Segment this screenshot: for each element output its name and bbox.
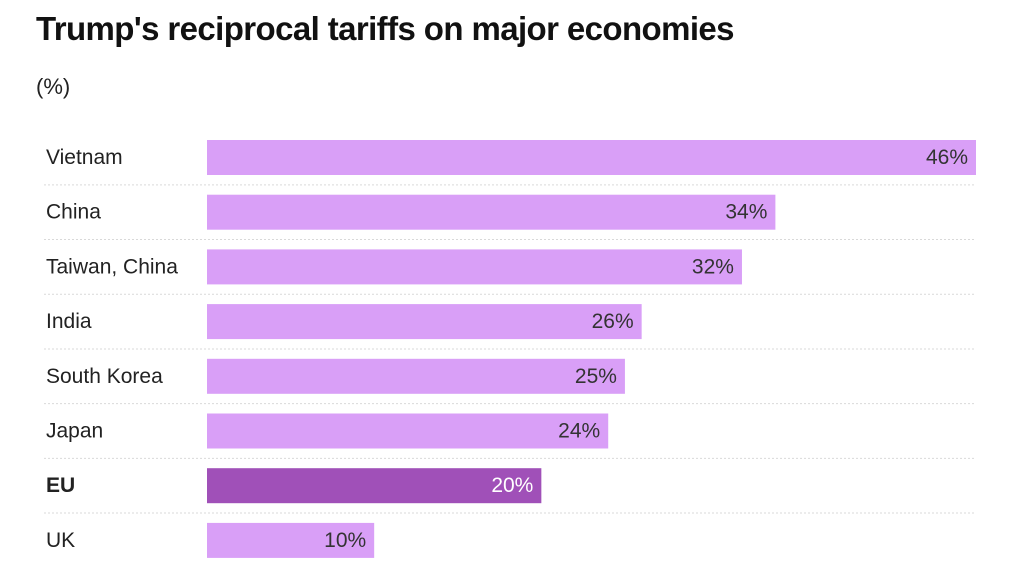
value-label: 34% [725, 201, 767, 224]
chart-title: Trump's reciprocal tariffs on major econ… [36, 10, 734, 47]
category-label: South Korea [46, 365, 163, 388]
category-label: EU [46, 474, 75, 497]
bar [207, 522, 375, 558]
value-label: 10% [324, 529, 366, 552]
bar [207, 194, 776, 230]
category-label: Taiwan, China [46, 255, 178, 278]
category-label: Vietnam [46, 146, 123, 169]
value-label: 46% [926, 146, 968, 169]
category-label: China [46, 201, 101, 224]
value-label: 25% [575, 365, 617, 388]
bar [207, 413, 609, 449]
bar [207, 249, 742, 285]
category-label: UK [46, 529, 75, 552]
bar [207, 140, 976, 175]
value-label: 26% [592, 310, 634, 333]
bar [207, 358, 625, 394]
bar [207, 468, 542, 504]
unit-label: (%) [36, 74, 71, 99]
category-label: India [46, 310, 92, 333]
value-label: 20% [491, 474, 533, 497]
bar [207, 304, 642, 340]
value-label: 24% [558, 420, 600, 443]
category-label: Japan [46, 420, 103, 443]
value-label: 32% [692, 255, 734, 278]
